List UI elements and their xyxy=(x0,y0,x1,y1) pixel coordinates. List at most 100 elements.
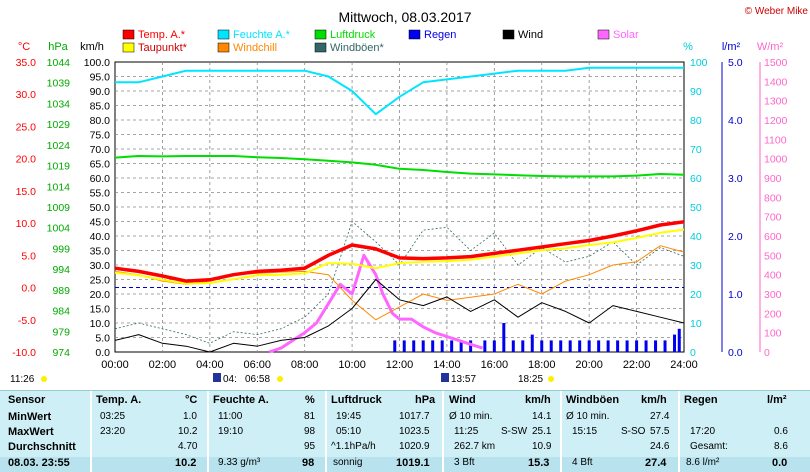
moon-icon xyxy=(213,373,221,382)
cell: 262.7 km xyxy=(454,441,496,452)
series-line-solar xyxy=(268,253,483,354)
table-header-humidity-unit: % xyxy=(305,394,315,406)
rain-bar xyxy=(568,340,572,352)
humidity-tick-label: 80 xyxy=(690,115,702,127)
row-label-max: MaxWert xyxy=(8,426,54,438)
rain-bar xyxy=(663,340,667,352)
sun-icon xyxy=(548,376,554,382)
humidity-tick-label: 30 xyxy=(690,260,702,272)
pressure-tick-label: 989 xyxy=(52,285,70,297)
wind-tick-label: 80.0 xyxy=(90,115,111,127)
table-header-humidity: Feuchte A. xyxy=(213,394,269,406)
col-separator xyxy=(325,391,327,472)
solar-tick-label: 0 xyxy=(764,347,770,359)
cell: 98 xyxy=(302,457,315,469)
cell: sonnig xyxy=(333,457,363,468)
wind-tick-label: 25.0 xyxy=(90,275,111,287)
rain-bar xyxy=(450,340,454,352)
rain-tick-label: 1.0 xyxy=(728,289,743,301)
legend-swatch xyxy=(408,29,421,40)
solar-tick-label: 900 xyxy=(764,173,782,185)
chart-legend: Temp. A.* Feuchte A.* Luftdruck Regen Wind So… xyxy=(122,29,639,54)
cell: 9.33 g/m³ xyxy=(218,457,261,468)
rain-bar xyxy=(402,340,406,352)
legend-swatch xyxy=(122,42,135,53)
humidity-tick-label: 90 xyxy=(690,86,702,98)
rain-bar xyxy=(521,340,525,352)
x-tick-label: 18:00 xyxy=(528,359,556,371)
chart-title: Mittwoch, 08.03.2017 xyxy=(338,9,471,25)
x-tick-label: 14:00 xyxy=(433,359,461,371)
cell: Ø 10 min. xyxy=(449,411,493,422)
rain-tick-label: 0.0 xyxy=(728,347,743,359)
moon-icon xyxy=(441,373,449,382)
pressure-tick-label: 1034 xyxy=(47,98,71,110)
col-separator xyxy=(442,391,444,472)
cell: 4.70 xyxy=(178,441,198,452)
rain-bar xyxy=(677,328,681,352)
sun-icon xyxy=(41,376,47,382)
pressure-unit-label: hPa xyxy=(48,41,68,53)
rain-bar xyxy=(530,334,534,352)
solar-tick-label: 300 xyxy=(764,289,782,301)
x-tick-label: 20:00 xyxy=(575,359,603,371)
legend-label: Windböen* xyxy=(330,42,385,54)
series-line-wind xyxy=(114,279,685,353)
solar-tick-label: 1200 xyxy=(764,115,788,127)
cell: Gesamt: xyxy=(690,441,728,452)
cell: 19:10 xyxy=(218,426,244,437)
cell: 05:10 xyxy=(336,426,362,437)
series-line-luftdruck xyxy=(114,155,685,178)
humidity-tick-label: 50 xyxy=(690,202,702,214)
wind-tick-label: 5.0 xyxy=(95,333,110,345)
legend-swatch xyxy=(314,29,327,40)
solar-tick-label: 600 xyxy=(764,231,782,243)
cell: 10.2 xyxy=(178,426,198,437)
wind-tick-label: 30.0 xyxy=(90,260,111,272)
humidity-tick-label: 40 xyxy=(690,231,702,243)
temp-tick-label: 25.0 xyxy=(16,121,37,133)
cell: 8.6 l/m² xyxy=(686,457,720,468)
pressure-tick-label: 999 xyxy=(52,243,70,255)
cell: 11:25 xyxy=(454,426,479,437)
wind-tick-label: 55.0 xyxy=(90,188,111,200)
series-line-taupunkt xyxy=(114,228,685,285)
rain-bar xyxy=(483,340,487,352)
legend-label: Windchill xyxy=(233,42,277,54)
wind-tick-label: 20.0 xyxy=(90,289,111,301)
cell: 1019.1 xyxy=(396,457,430,469)
solar-unit-label: W/m² xyxy=(757,41,784,53)
temp-tick-label: 5.0 xyxy=(21,250,36,262)
moonrise-label: 04: xyxy=(223,374,237,385)
cell: 8.6 xyxy=(774,441,788,452)
cell: 25.1 xyxy=(532,426,552,437)
pressure-tick-label: 1029 xyxy=(47,119,71,131)
humidity-unit-label: % xyxy=(683,41,693,53)
cell: 24.6 xyxy=(650,441,670,452)
legend-swatch xyxy=(502,29,515,40)
cell: 27.4 xyxy=(645,457,667,469)
wind-tick-label: 0.0 xyxy=(95,347,110,359)
cell: 17:20 xyxy=(690,426,716,437)
rain-bar xyxy=(625,340,629,352)
table-header-rain-unit: l/m² xyxy=(767,394,787,406)
solar-tick-label: 400 xyxy=(764,270,782,282)
sunset-label: 18:25 xyxy=(518,374,543,385)
temp-tick-label: 20.0 xyxy=(16,154,37,166)
cell: 1017.7 xyxy=(399,411,430,422)
solar-tick-label: 1100 xyxy=(764,134,787,146)
cell: 27.4 xyxy=(650,411,670,422)
cell: 14.1 xyxy=(532,411,552,422)
sun-icon xyxy=(277,376,283,382)
rain-bar xyxy=(511,340,515,352)
x-tick-label: 02:00 xyxy=(149,359,177,371)
rain-bar xyxy=(654,340,658,352)
rain-bar xyxy=(549,340,553,352)
x-tick-label: 12:00 xyxy=(386,359,414,371)
legend-swatch xyxy=(217,29,230,40)
table-header-rain: Regen xyxy=(684,394,718,406)
wind-tick-label: 10.0 xyxy=(90,318,111,330)
col-separator xyxy=(207,391,209,472)
x-tick-label: 00:00 xyxy=(101,359,129,371)
pressure-tick-label: 1039 xyxy=(47,78,71,90)
